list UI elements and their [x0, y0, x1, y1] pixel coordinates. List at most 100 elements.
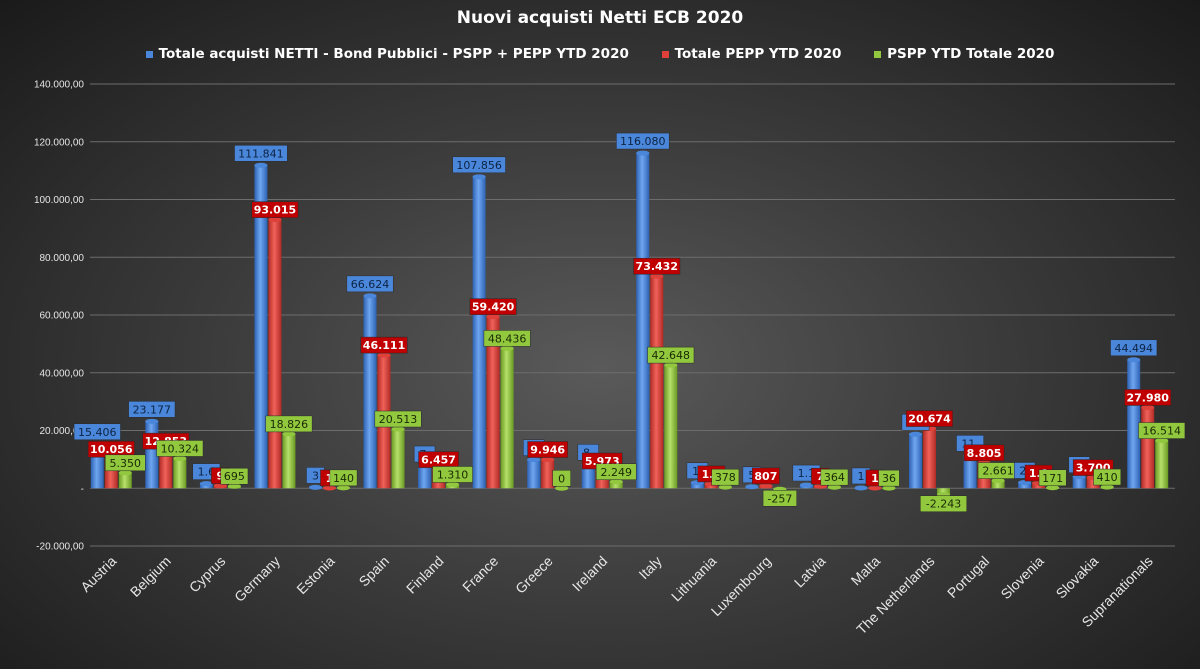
data-label-text: 3 — [312, 469, 319, 482]
data-label-box — [906, 410, 953, 427]
x-tick-label: Lithuania — [668, 553, 720, 605]
data-label-box — [452, 156, 506, 174]
data-label: 6.457 — [418, 451, 459, 468]
legend-swatch-total — [145, 50, 153, 58]
x-tick-label: Malta — [848, 553, 884, 589]
data-label-box — [374, 410, 422, 428]
y-tick-label: 20.000,00 — [40, 426, 85, 437]
bar-cap — [664, 362, 678, 368]
data-label-box — [527, 441, 568, 458]
bar-cap — [745, 484, 759, 490]
data-label: 44.494 — [1110, 339, 1158, 357]
legend: Totale acquisti NETTI - Bond Pubblici - … — [0, 46, 1200, 62]
data-label-text: 10.324 — [161, 442, 200, 455]
bar-total — [363, 295, 377, 489]
y-tick-label: 140.000,00 — [34, 80, 84, 91]
data-label-text: 1.310 — [437, 468, 469, 481]
data-label-text: 140 — [333, 472, 354, 485]
bar-cap — [718, 484, 732, 490]
data-label: 73.432 — [633, 257, 681, 275]
bar-pepp — [268, 219, 282, 489]
data-label-box — [469, 298, 517, 315]
data-label-box — [346, 275, 394, 293]
data-label: 1.310 — [432, 466, 473, 483]
data-label-text: 364 — [824, 471, 845, 484]
data-label: 2.249 — [595, 463, 637, 481]
data-label-text: -257 — [767, 492, 792, 505]
data-label-box — [963, 444, 1005, 462]
bar-total — [690, 482, 704, 489]
data-label: 111.841 — [234, 145, 288, 162]
bar-cap — [486, 314, 500, 320]
bar-cap — [1100, 484, 1114, 490]
data-label-box — [595, 463, 637, 481]
data-label: 116.080 — [616, 132, 670, 150]
data-label-text: 93.015 — [254, 204, 296, 217]
bar-cap — [254, 162, 268, 168]
y-tick-label: 80.000,00 — [40, 253, 85, 264]
y-tick-label: -20.000,00 — [36, 542, 84, 553]
data-label: 36 — [878, 469, 900, 487]
x-tick-label: Italy — [635, 553, 664, 582]
data-label-box — [752, 467, 780, 485]
bar-pspp — [282, 433, 296, 489]
data-label: 364 — [820, 468, 849, 486]
data-label-text: 6.457 — [421, 454, 456, 467]
data-label: 27.980 — [1124, 389, 1172, 406]
data-label-box — [432, 466, 473, 483]
bar-pepp — [541, 459, 555, 489]
bar-total — [472, 176, 486, 489]
data-label-box — [128, 401, 176, 418]
data-label-text: 16.514 — [1142, 425, 1181, 438]
y-axis: -20.000,00-20.000,0040.000,0060.000,0080… — [34, 80, 84, 553]
bar-cap — [282, 431, 296, 437]
data-label: 20.674 — [906, 410, 953, 427]
data-label-box — [711, 468, 740, 486]
bar-cap — [991, 478, 1005, 484]
bar-cap — [199, 481, 213, 487]
data-label-box — [920, 495, 967, 512]
x-tick-label: Greece — [512, 553, 556, 597]
data-label-box — [1093, 468, 1122, 486]
data-label: 171 — [1038, 469, 1067, 487]
y-tick-label: 60.000,00 — [40, 311, 85, 322]
data-label: 10.324 — [156, 440, 204, 457]
legend-swatch-pspp — [874, 50, 882, 58]
bar-cap — [1046, 485, 1060, 491]
data-label-box — [1110, 339, 1158, 357]
x-tick-label: Slovenia — [997, 553, 1046, 602]
bar-total — [1072, 476, 1086, 489]
bar-pepp — [650, 276, 664, 489]
bar-cap — [227, 483, 241, 489]
data-label-text: 44.494 — [1114, 342, 1153, 355]
data-label: 0 — [552, 470, 571, 487]
data-label-text: 111.841 — [238, 147, 284, 160]
x-tick-label: Germany — [231, 553, 283, 605]
legend-label-pspp: PSPP YTD Totale 2020 — [887, 46, 1055, 62]
legend-swatch-pepp — [661, 50, 669, 58]
bar-cap — [555, 485, 569, 491]
x-tick-label: Portugal — [944, 553, 992, 601]
chart-title: Nuovi acquisti Netti ECB 2020 — [456, 8, 744, 28]
data-label-text: 59.420 — [472, 301, 515, 314]
bar-pepp — [486, 316, 500, 489]
y-tick-label: - — [81, 484, 84, 495]
data-label-text: 2.661 — [982, 465, 1014, 478]
bar-total — [636, 153, 650, 489]
bar-pepp — [1141, 407, 1155, 489]
bar-cap — [268, 217, 282, 223]
data-label-box — [1138, 422, 1186, 439]
bar-pspp — [937, 488, 951, 495]
data-label-box — [633, 257, 681, 275]
legend-label-pepp: Totale PEPP YTD 2020 — [674, 46, 842, 62]
data-label-text: 8.805 — [967, 447, 1002, 460]
bar-cap — [377, 352, 391, 358]
x-tick-label: Ireland — [569, 553, 611, 595]
bar-cap — [527, 457, 541, 463]
data-label-box — [820, 468, 849, 486]
data-label-box — [105, 454, 146, 472]
bar-cap — [308, 484, 322, 490]
data-label-text: 107.856 — [456, 159, 502, 172]
bar-cap — [759, 483, 773, 489]
